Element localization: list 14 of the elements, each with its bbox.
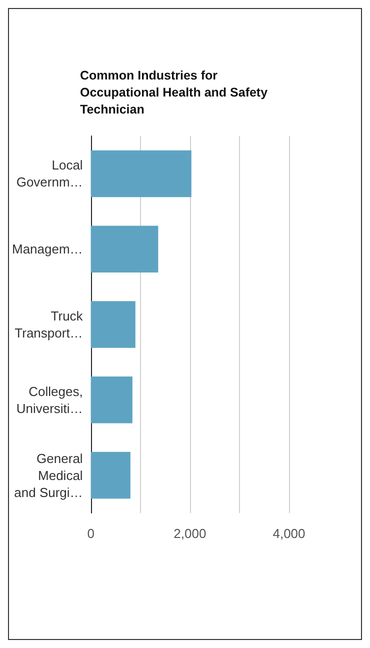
- y-tick-label: General Medical and Surgi…: [14, 450, 83, 500]
- y-tick-label: Local Governm…: [16, 158, 83, 190]
- bar: [90, 226, 158, 272]
- bar: [90, 376, 132, 424]
- x-tick-label: 0: [87, 526, 94, 541]
- bar: [90, 301, 136, 348]
- x-tick-label: 4,000: [272, 526, 306, 541]
- y-tick-label: Colleges, Universiti…: [16, 384, 83, 416]
- y-tick-label: Truck Transport…: [14, 308, 84, 340]
- bar: [90, 150, 192, 198]
- bar: [90, 452, 130, 499]
- y-tick-label: Managem…: [12, 242, 83, 257]
- chart-title: Common Industries for Occupational Health and Safety Technician: [80, 68, 268, 116]
- x-tick-label: 2,000: [174, 526, 206, 541]
